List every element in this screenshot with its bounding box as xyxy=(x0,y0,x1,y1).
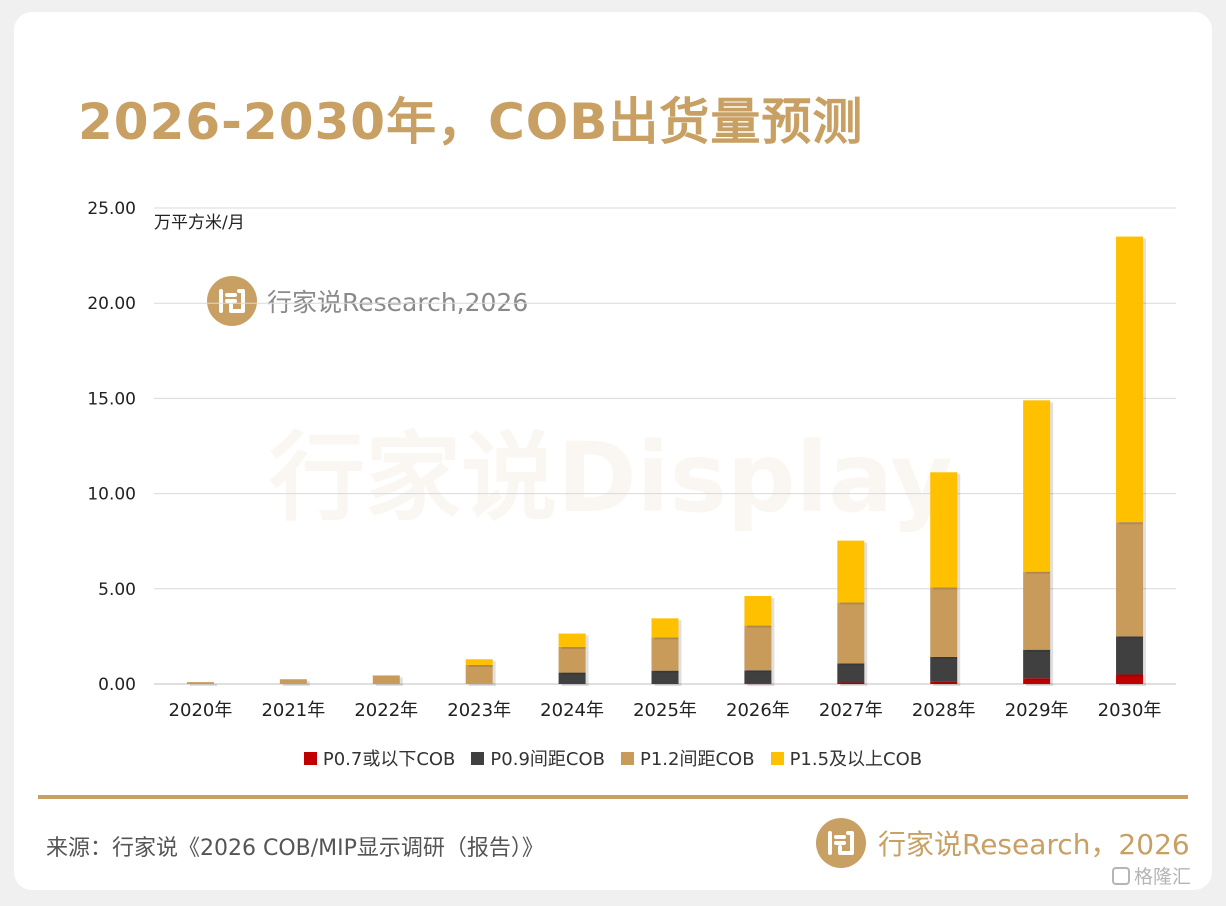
legend-swatch xyxy=(471,751,485,765)
bar-segment xyxy=(930,587,958,657)
watermark-display: 行家说Display xyxy=(269,422,953,534)
bar-segment xyxy=(744,670,772,684)
brand-footer-text: 行家说Research，2026 xyxy=(878,828,1190,861)
bar-segment xyxy=(837,602,865,664)
bar-segment xyxy=(1023,400,1051,572)
y-tick-label: 15.00 xyxy=(87,389,136,409)
watermark-research-text: 行家说Research,2026 xyxy=(267,288,529,317)
bar-segment xyxy=(558,672,586,684)
bar-segment xyxy=(744,683,772,685)
bar-segment xyxy=(1023,649,1051,679)
legend-label: P1.5及以上COB xyxy=(789,749,923,770)
bar-segment xyxy=(558,646,586,673)
stacked-bar-chart: 0.00 5.00 10.00 15.00 20.00 25.00 2020年 2021年 20… xyxy=(87,199,1176,721)
watermark-research: 行家说Research,2026 xyxy=(207,276,528,326)
chart-legend: P0.7或以下COB P0.9间距COB P1.2间距COB P1.5及以上COB xyxy=(14,745,1212,771)
bar-segment xyxy=(930,472,958,588)
brand-footer: 行家说Research，2026 xyxy=(816,818,1190,868)
legend-label: P0.9间距COB xyxy=(490,749,605,770)
bar-segment xyxy=(930,656,958,682)
x-tick-label: 2030年 xyxy=(1098,700,1162,721)
y-tick-label: 25.00 xyxy=(87,199,136,219)
source-text: 来源：行家说《2026 COB/MIP显示调研（报告）》 xyxy=(46,836,544,861)
bar-segment xyxy=(744,596,772,626)
bar-segment xyxy=(1116,674,1144,684)
bar-segment xyxy=(186,682,214,684)
bar-segment xyxy=(1116,522,1144,637)
bar-segment xyxy=(1023,678,1051,684)
legend-item: P0.7或以下COB xyxy=(303,745,456,771)
corner-brand-text: 格隆汇 xyxy=(1134,866,1192,888)
bar-segment xyxy=(558,633,586,647)
bar-segment xyxy=(1116,636,1144,675)
legend-item: P1.2间距COB xyxy=(621,745,755,771)
bar-segment xyxy=(837,540,865,603)
bar-shadow xyxy=(933,683,961,686)
chart-title: 2026-2030年，COB出货量预测 xyxy=(78,93,864,151)
legend-label: P1.2间距COB xyxy=(640,749,755,770)
bar-shadow xyxy=(747,685,775,687)
legend-item: P1.5及以上COB xyxy=(770,745,923,771)
brand-logo-icon xyxy=(816,818,866,868)
bar-segment xyxy=(465,659,493,665)
bar-segment xyxy=(744,625,772,671)
divider xyxy=(38,795,1188,799)
x-tick-label: 2029年 xyxy=(1005,700,1069,721)
x-tick-label: 2028年 xyxy=(912,700,976,721)
y-tick-label: 10.00 xyxy=(87,485,136,505)
legend-swatch xyxy=(303,751,317,765)
x-tick-label: 2023年 xyxy=(447,700,511,721)
chart-card: 2026-2030年，COB出货量预测 万平方米/月 行家说Display 行家… xyxy=(14,12,1212,890)
x-tick-label: 2024年 xyxy=(540,700,604,721)
y-tick-label: 5.00 xyxy=(98,580,136,600)
x-tick-label: 2027年 xyxy=(819,700,883,721)
bar-shadow xyxy=(189,684,217,686)
legend-label: P0.7或以下COB xyxy=(322,749,456,770)
legend-swatch xyxy=(621,751,634,765)
bar-segment xyxy=(651,670,679,684)
corner-brand: 格隆汇 xyxy=(1112,862,1191,889)
x-tick-label: 2022年 xyxy=(354,700,418,721)
legend-swatch xyxy=(770,751,784,765)
y-tick-label: 20.00 xyxy=(87,294,136,314)
bar-segment xyxy=(465,664,493,684)
bar-segment xyxy=(372,675,400,684)
bar-shadow xyxy=(840,684,868,686)
bar-segment xyxy=(837,682,865,684)
bar-segment xyxy=(1023,571,1051,650)
x-tick-label: 2025年 xyxy=(633,700,697,721)
bar-segment xyxy=(651,618,679,638)
y-tick-label: 0.00 xyxy=(98,675,136,695)
bar-segment xyxy=(651,637,679,671)
x-tick-label: 2020年 xyxy=(169,700,233,721)
y-unit-label: 万平方米/月 xyxy=(154,213,245,233)
brand-logo-icon xyxy=(207,276,257,326)
x-tick-label: 2026年 xyxy=(726,700,790,721)
legend-item: P0.9间距COB xyxy=(471,745,605,771)
bar-segment xyxy=(1116,236,1144,523)
bar-segment xyxy=(930,681,958,684)
x-tick-label: 2021年 xyxy=(261,700,325,721)
bar-segment xyxy=(837,663,865,683)
bar-segment xyxy=(279,679,307,684)
gelonghui-logo-icon xyxy=(1112,866,1130,885)
